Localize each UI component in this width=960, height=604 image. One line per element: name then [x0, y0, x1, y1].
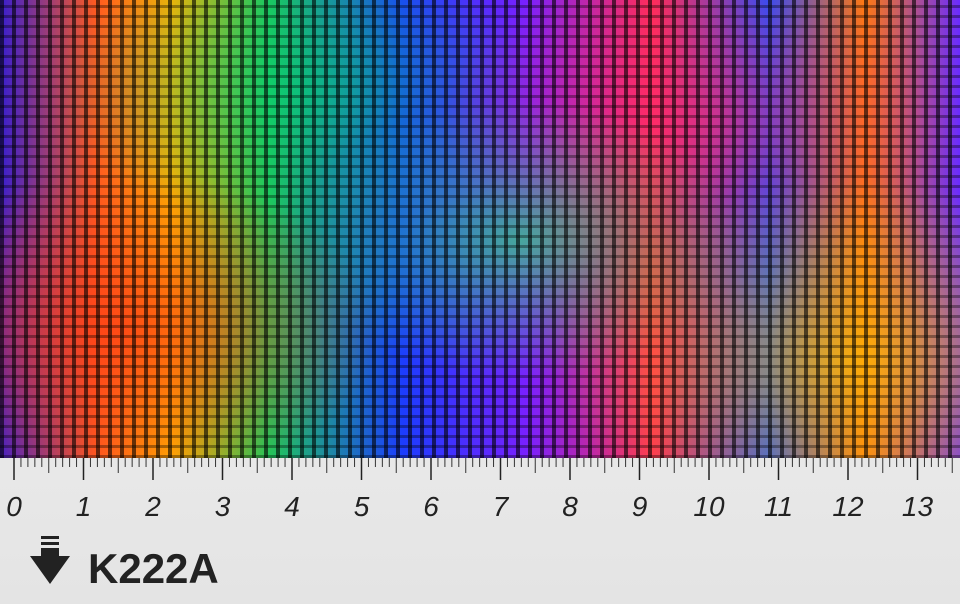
ruler-label: 11 — [764, 491, 793, 522]
ruler-label: 10 — [693, 491, 725, 522]
ruler-label: 9 — [632, 491, 648, 522]
ruler-label: 7 — [493, 491, 510, 522]
down-arrow-icon — [30, 536, 70, 584]
ruler-label: 12 — [832, 491, 864, 522]
hologram-foil — [0, 0, 960, 458]
ruler-label: 8 — [562, 491, 578, 522]
product-code: K222A — [88, 545, 219, 592]
ruler: 0 1 2 3 4 5 6 7 8 9 10 11 12 13 — [6, 458, 953, 522]
ruler-label: 5 — [354, 491, 370, 522]
ruler-label: 1 — [76, 491, 92, 522]
ruler-label: 3 — [215, 491, 231, 522]
ruler-label: 2 — [144, 491, 161, 522]
ruler-label: 0 — [6, 491, 22, 522]
ruler-label: 4 — [284, 491, 300, 522]
ruler-label: 13 — [902, 491, 934, 522]
ruler-label: 6 — [423, 491, 439, 522]
